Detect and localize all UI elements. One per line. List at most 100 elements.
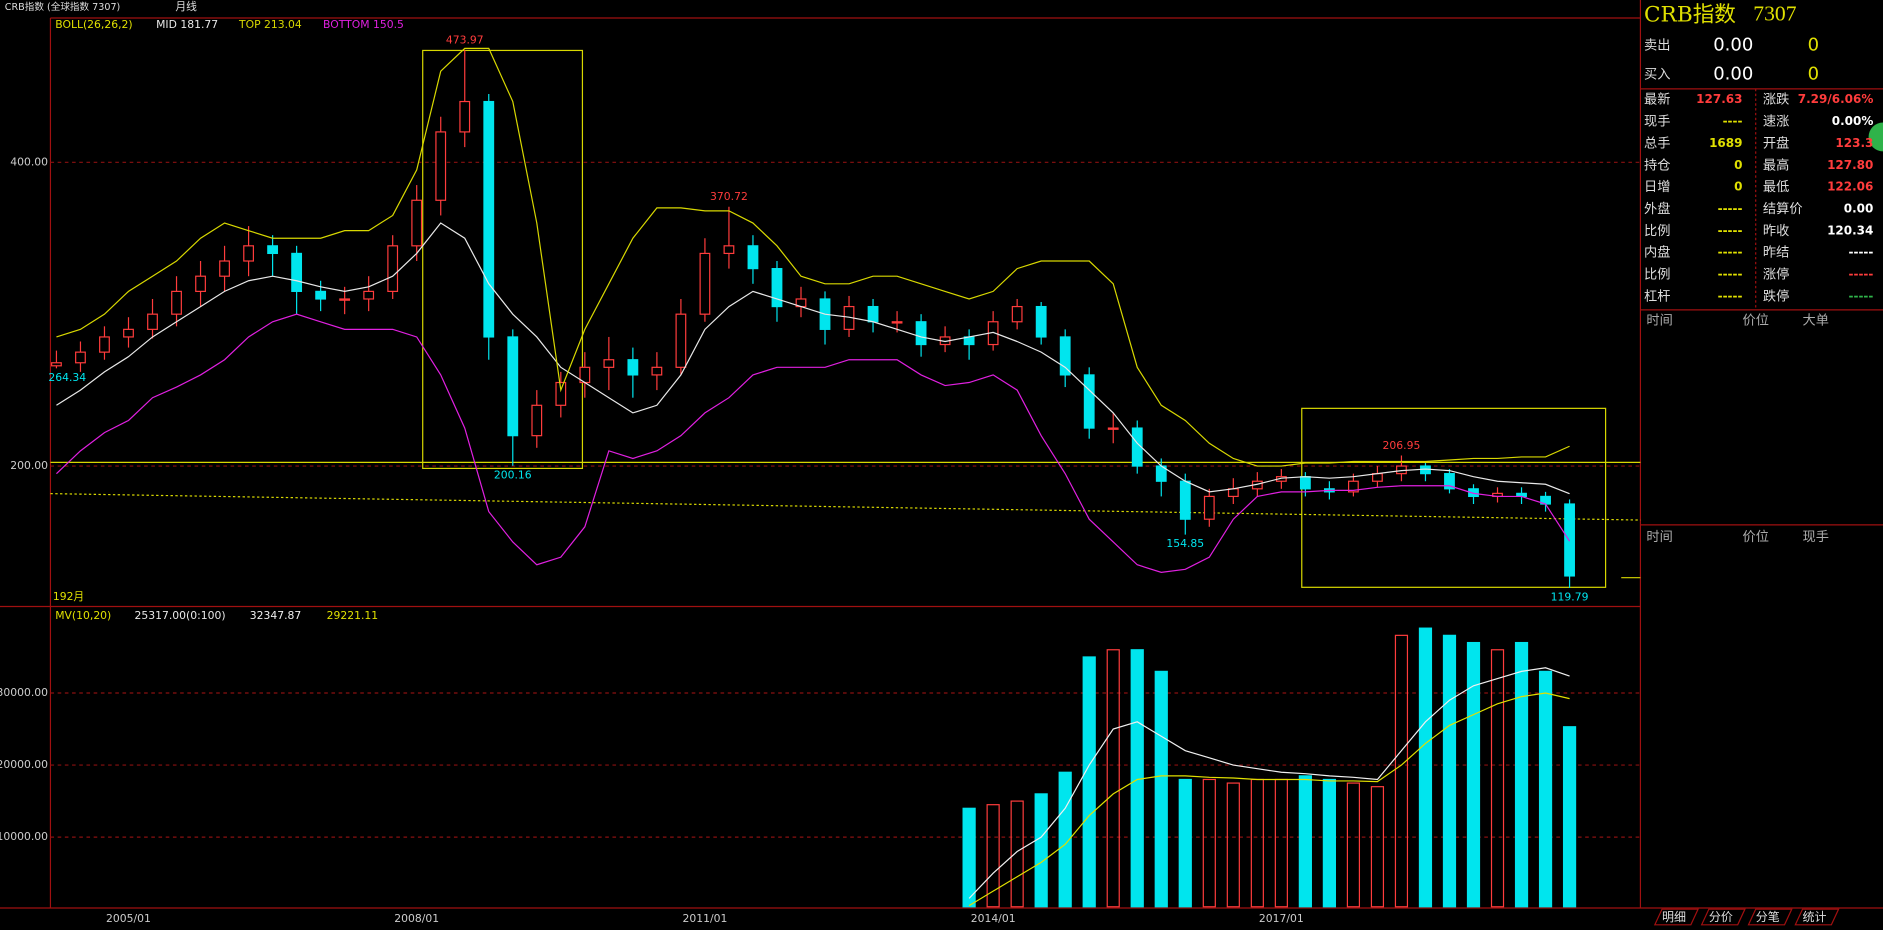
field-value: -----	[1718, 267, 1743, 281]
field-value: ----	[1723, 114, 1743, 128]
candle-body	[411, 199, 423, 247]
period[interactable]: 月线	[175, 0, 197, 13]
order-qty: 0	[1808, 63, 1819, 84]
volume-bar	[986, 804, 1000, 908]
window-title: CRB指数 (全球指数 7307)	[5, 1, 121, 13]
volume-indicator: MV(10,20)	[55, 609, 111, 622]
field-value: 127.80	[1827, 158, 1873, 172]
field-value: 1689	[1709, 136, 1742, 150]
tab-label[interactable]: 分价	[1709, 910, 1733, 924]
column-header: 现手	[1803, 529, 1829, 545]
field-label: 持仓	[1644, 157, 1670, 173]
volume-bar	[962, 807, 976, 908]
tab[interactable]	[1700, 908, 1746, 926]
candle-body	[915, 321, 927, 346]
field-value: -----	[1718, 245, 1743, 259]
extreme-label: 154.85	[1166, 537, 1204, 550]
candle-body	[651, 366, 663, 376]
volume-bar	[1490, 649, 1505, 908]
candle-body	[171, 290, 182, 315]
field-label: 总手	[1644, 135, 1670, 151]
candle-body	[1444, 473, 1455, 490]
column-header: 价位	[1742, 313, 1768, 329]
candle-body	[75, 351, 86, 364]
volume-bar	[1346, 782, 1361, 908]
candle-body	[339, 298, 351, 301]
column-header: 大单	[1803, 313, 1829, 329]
column-header: 价位	[1742, 529, 1768, 545]
bar-count: 192月	[53, 590, 84, 603]
field-value: -----	[1848, 289, 1873, 303]
tab[interactable]	[1653, 908, 1700, 926]
extreme-label: 119.79	[1551, 590, 1589, 603]
candle-body	[1011, 305, 1023, 323]
tab[interactable]	[1794, 908, 1840, 926]
volume-bar	[1466, 641, 1481, 908]
boll-line	[56, 313, 1571, 573]
candle-body	[627, 359, 639, 376]
volume-bar	[1226, 782, 1240, 908]
tab-label[interactable]: 明细	[1662, 910, 1686, 924]
candle-body	[507, 336, 519, 437]
field-label: 最低	[1763, 179, 1789, 195]
volume-bar	[1538, 670, 1553, 908]
field-value: -----	[1718, 289, 1743, 303]
field-value: 7.29/6.06%	[1798, 92, 1874, 106]
order-label: 买入	[1644, 66, 1670, 82]
ma-value: 29221.11	[327, 609, 379, 622]
candle-body	[675, 313, 687, 368]
volume-bar	[1058, 771, 1072, 908]
field-label: 最高	[1763, 156, 1789, 173]
legend-value: 150.5	[373, 18, 404, 31]
candle-body	[723, 245, 735, 255]
y-tick-label: 30000.00	[0, 686, 48, 699]
field-value: -----	[1718, 223, 1743, 237]
candle-body	[1179, 480, 1191, 520]
candle-body	[747, 245, 759, 270]
field-label: 昨收	[1763, 223, 1789, 239]
candle-body	[147, 313, 158, 330]
field-value: 122.06	[1827, 180, 1873, 194]
field-label: 比例	[1644, 223, 1670, 239]
field-value: -----	[1848, 267, 1873, 281]
tab-label[interactable]: 统计	[1803, 910, 1827, 924]
field-label: 结算价	[1763, 201, 1803, 217]
candle-body	[771, 268, 783, 308]
order-price: 0.00	[1713, 35, 1753, 56]
candle-body	[1564, 503, 1575, 577]
candle-body	[867, 305, 879, 323]
field-value: 127.63	[1696, 92, 1742, 106]
y-tick-label: 400.00	[10, 155, 48, 168]
volume-bar	[1370, 786, 1385, 908]
x-tick-label: 2005/01	[106, 912, 151, 925]
tab-label[interactable]: 分笔	[1756, 909, 1780, 924]
field-value: 0.00%	[1832, 114, 1874, 128]
order-price: 0.00	[1713, 63, 1753, 84]
field-label: 外盘	[1644, 200, 1670, 217]
volume-bar	[1562, 726, 1577, 908]
volume-bar	[1010, 800, 1024, 908]
extreme-label: 264.34	[48, 371, 86, 384]
candle-body	[435, 131, 447, 201]
volume-bar	[1082, 656, 1096, 908]
extreme-label: 473.97	[446, 33, 484, 46]
ma-value: 32347.87	[250, 609, 302, 622]
field-label: 涨停	[1763, 266, 1789, 283]
volume-bar	[1442, 634, 1457, 908]
field-label: 速涨	[1763, 114, 1789, 130]
y-tick-label: 10000.00	[0, 830, 48, 843]
ma-line	[968, 667, 1570, 899]
boll-line	[56, 47, 1570, 467]
legend-entry: MID 181.77	[156, 18, 218, 31]
field-label: 最新	[1644, 92, 1670, 108]
tab[interactable]	[1747, 908, 1793, 926]
candle-body	[243, 245, 254, 262]
candle-body	[1468, 488, 1479, 498]
candle-body	[1299, 476, 1311, 490]
field-label: 昨结	[1763, 245, 1789, 261]
candle-body	[459, 100, 471, 133]
indicator-label: BOLL(26,26,2)	[55, 18, 132, 31]
field-label: 日增	[1644, 179, 1670, 195]
quote-title: CRB指数	[1644, 3, 1736, 28]
field-value: -----	[1718, 201, 1743, 215]
